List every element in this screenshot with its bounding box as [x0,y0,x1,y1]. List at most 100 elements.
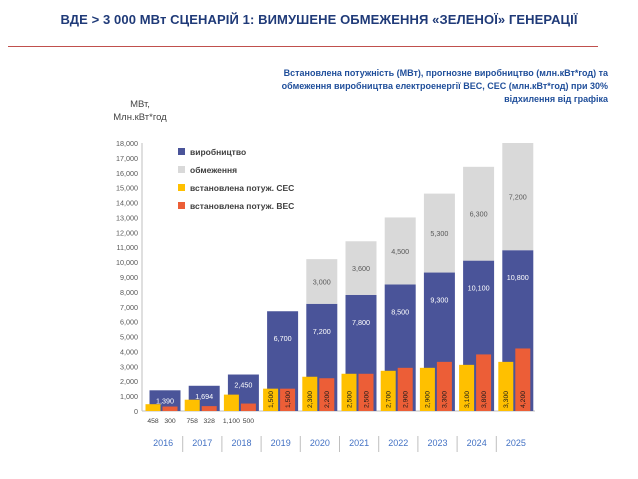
production-value-label: 8,500 [391,307,409,316]
solar-value-label: 3,300 [503,391,510,408]
curtailment-bar [463,166,495,261]
wind-value-label: 4,200 [520,391,527,408]
production-value-label: 1,390 [156,396,174,405]
wind-capacity-bar [436,361,452,411]
y-tick-label: 15,000 [116,184,138,193]
legend-label: встановлена потуж. ВЕС [190,201,294,211]
x-tick-label: 2025 [506,438,526,448]
production-value-label: 1,694 [195,392,213,401]
solar-capacity-bar [184,399,200,411]
legend-swatch [178,184,185,191]
solar-value-label: 2,700 [386,391,393,408]
wind-capacity-bar [280,388,296,411]
production-value-label: 6,700 [274,334,292,343]
wind-value-label: 1,500 [285,391,292,408]
production-value-label: 10,800 [507,273,529,282]
y-tick-label: 4,000 [120,347,138,356]
curtailment-bar [502,143,534,251]
solar-capacity-bar [145,404,161,411]
y-axis-label-line: Млн.кВт*год [113,112,167,123]
curtailment-value-label: 3,000 [313,277,331,286]
y-tick-label: 1,000 [120,392,138,401]
y-axis-label-line: МВт, [130,99,150,110]
legend-swatch [178,148,185,155]
wind-capacity-bar [201,406,217,411]
x-tick-label: 2022 [388,438,408,448]
curtailment-value-label: 3,600 [352,264,370,273]
solar-value-label: 458 [147,418,159,425]
wind-value-label: 2,900 [403,391,410,408]
y-tick-label: 0 [134,407,138,416]
solar-value-label: 1,100 [223,418,240,425]
y-tick-label: 12,000 [116,228,138,237]
solar-value-label: 2,500 [346,391,353,408]
curtailment-value-label: 6,300 [470,210,488,219]
solar-capacity-bar [302,376,318,411]
x-tick-label: 2021 [349,438,369,448]
solar-capacity-bar [263,388,279,411]
x-tick-label: 2024 [467,438,487,448]
legend-label: встановлена потуж. СЕС [190,183,294,193]
solar-capacity-bar [459,364,475,411]
wind-value-label: 2,500 [363,391,370,408]
solar-capacity-bar [380,370,396,411]
legend-swatch [178,166,185,173]
y-tick-label: 7,000 [120,303,138,312]
y-tick-label: 13,000 [116,213,138,222]
curtailment-bar [345,241,377,295]
x-tick-label: 2019 [271,438,291,448]
x-tick-label: 2016 [153,438,173,448]
wind-value-label: 300 [164,418,176,425]
wind-value-label: 500 [243,418,255,425]
y-axis-label: МВт, Млн.кВт*год [100,98,180,124]
wind-capacity-bar [397,367,413,411]
curtailment-value-label: 4,500 [391,247,409,256]
production-value-label: 9,300 [430,296,448,305]
y-tick-label: 3,000 [120,362,138,371]
legend-label: обмеження [190,165,237,175]
solar-value-label: 2,900 [425,391,432,408]
wind-capacity-bar [240,403,256,411]
y-tick-label: 9,000 [120,273,138,282]
x-tick-label: 2020 [310,438,330,448]
solar-capacity-bar [223,394,239,411]
production-value-label: 7,200 [313,327,331,336]
wind-value-label: 3,300 [442,391,449,408]
y-tick-label: 10,000 [116,258,138,267]
x-tick-label: 2023 [427,438,447,448]
wind-value-label: 328 [204,418,216,425]
x-tick-label: 2017 [192,438,212,448]
y-tick-label: 11,000 [117,243,138,252]
slide-title: ВДЕ > 3 000 МВт СЦЕНАРІЙ 1: ВИМУШЕНЕ ОБМ… [60,12,578,27]
wind-capacity-bar [476,354,492,411]
curtailment-value-label: 7,200 [509,193,527,202]
y-tick-label: 16,000 [116,169,138,178]
wind-capacity-bar [515,348,531,411]
subtitle-line: обмеження виробництва електроенергії ВЕС… [281,81,608,91]
production-value-label: 10,100 [468,284,490,293]
solar-value-label: 758 [187,418,199,425]
curtailment-bar [384,217,416,285]
y-tick-label: 2,000 [120,377,138,386]
curtailment-bar [423,193,455,273]
wind-capacity-bar [358,373,374,411]
y-tick-label: 5,000 [120,333,138,342]
title-divider [8,46,598,47]
legend-swatch [178,202,185,209]
solar-value-label: 2,300 [307,391,314,408]
subtitle-line: відхилення від графіка [504,94,608,104]
subtitle-line: Встановлена потужність (МВт), прогнозне … [283,68,608,78]
production-value-label: 2,450 [234,381,252,390]
wind-capacity-bar [162,406,178,411]
solar-capacity-bar [419,367,435,411]
wind-value-label: 3,800 [481,391,488,408]
wind-capacity-bar [319,378,335,411]
production-value-label: 7,800 [352,318,370,327]
y-tick-label: 6,000 [120,318,138,327]
y-tick-label: 18,000 [116,139,138,148]
wind-value-label: 2,200 [324,391,331,408]
solar-capacity-bar [341,373,357,411]
curtailment-bar [306,259,338,304]
chart-subtitle: Встановлена потужність (МВт), прогнозне … [263,67,608,106]
